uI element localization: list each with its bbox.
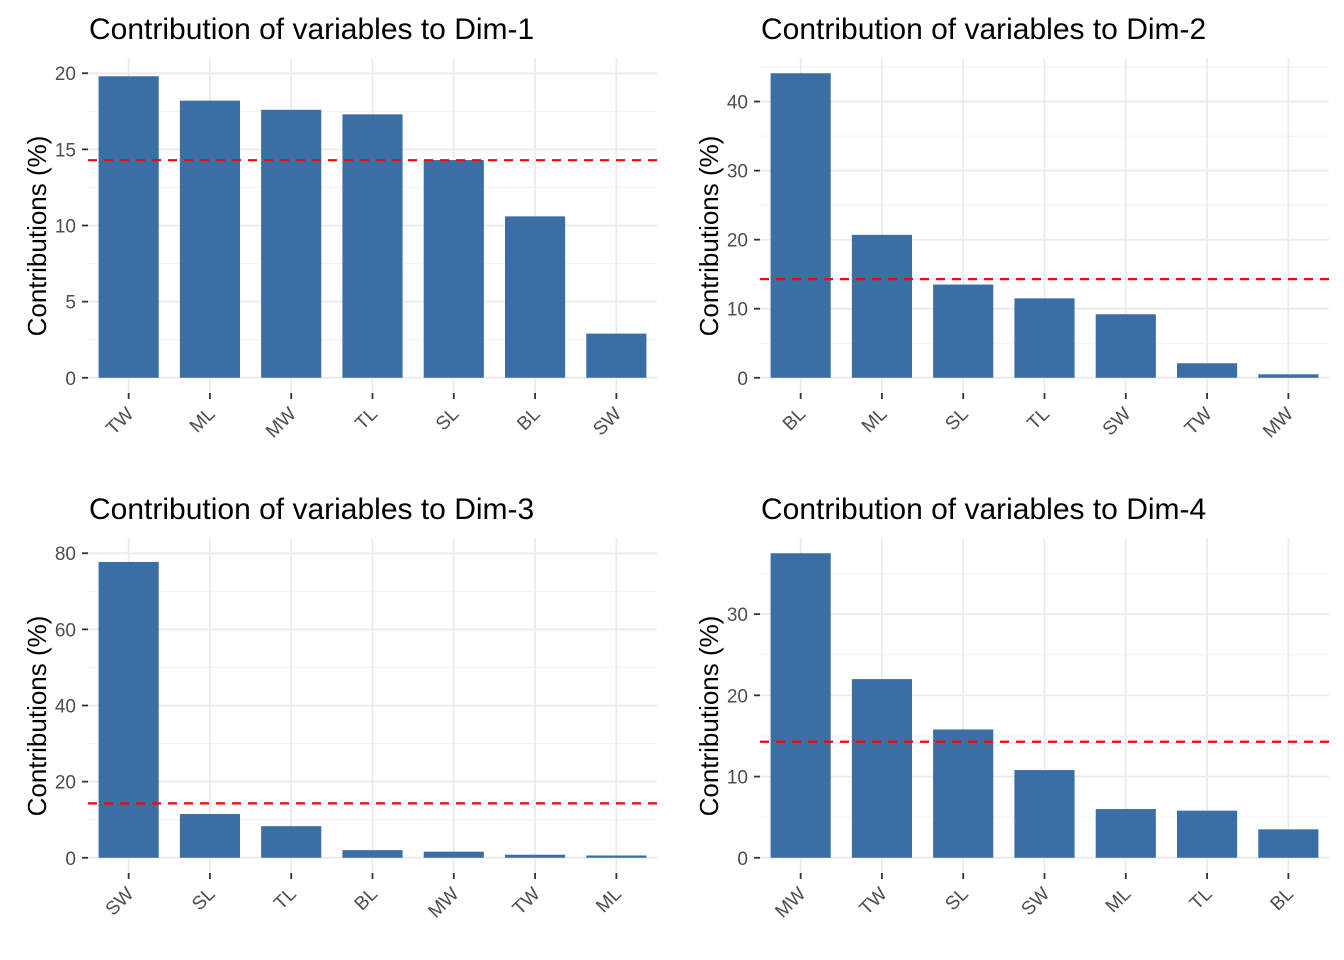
x-tick-label: SL <box>432 404 463 435</box>
chart-panel-dim-1: Contribution of variables to Dim-1 Contr… <box>0 0 672 480</box>
chart-title: Contribution of variables to Dim-3 <box>89 493 534 526</box>
bar <box>423 160 484 378</box>
bar <box>504 854 566 858</box>
bar <box>770 73 831 378</box>
y-tick-label: 20 <box>55 773 76 794</box>
y-tick-label: 20 <box>727 231 748 252</box>
bar <box>261 826 322 858</box>
y-axis-label: Contributions (%) <box>22 616 52 817</box>
x-tick-label: SL <box>188 884 219 915</box>
bar <box>1095 809 1156 858</box>
plot-area: 0 20 40 60 80 SW SL TL BL MW TW ML <box>55 538 657 922</box>
x-tick-label: TW <box>509 884 545 920</box>
bar <box>1014 298 1075 378</box>
y-tick-label: 40 <box>55 697 76 718</box>
x-tick-label: BL <box>351 884 382 915</box>
y-tick-label: 10 <box>55 217 76 238</box>
y-tick-label: 0 <box>737 849 748 870</box>
y-tick-label: 10 <box>727 300 748 321</box>
chart-title: Contribution of variables to Dim-2 <box>761 13 1206 46</box>
x-tick-label: TL <box>351 404 382 435</box>
y-tick-label: 30 <box>727 605 748 626</box>
plot-area: 0 10 20 30 MW TW SL SW ML TL BL <box>727 538 1329 922</box>
plot-area: 0 10 20 30 40 BL ML SL TL SW TW MW <box>727 58 1329 442</box>
chart-panel-dim-3: Contribution of variables to Dim-3 Contr… <box>0 480 672 960</box>
bar <box>261 109 322 378</box>
bar <box>1095 314 1156 378</box>
y-tick-label: 0 <box>65 369 76 390</box>
bar <box>1258 374 1319 378</box>
x-tick-label: SW <box>589 404 626 441</box>
y-tick-label: 30 <box>727 162 748 183</box>
bar <box>1258 829 1319 858</box>
x-tick-label: MW <box>262 404 301 443</box>
bar <box>1176 363 1238 378</box>
x-tick-label: SW <box>1099 404 1136 441</box>
bar <box>342 850 403 858</box>
chart-svg: Contribution of variables to Dim-2 Contr… <box>694 13 1329 442</box>
chart-title: Contribution of variables to Dim-4 <box>761 493 1206 526</box>
y-tick-label: 40 <box>727 93 748 114</box>
x-tick-label: SL <box>941 884 972 915</box>
x-tick-label: MW <box>1259 404 1298 443</box>
y-tick-label: 20 <box>727 686 748 707</box>
y-axis-label: Contributions (%) <box>694 616 724 817</box>
x-tick-label: TL <box>1186 884 1217 915</box>
y-tick-label: 0 <box>65 849 76 870</box>
x-tick-label: TL <box>270 884 301 915</box>
y-tick-label: 15 <box>55 140 76 161</box>
y-tick-label: 80 <box>55 544 76 565</box>
x-tick-label: ML <box>858 404 892 438</box>
x-tick-label: BL <box>779 404 810 435</box>
y-axis-label: Contributions (%) <box>694 136 724 337</box>
bar <box>179 813 241 858</box>
y-tick-label: 10 <box>727 768 748 789</box>
x-tick-label: ML <box>1102 884 1136 918</box>
x-tick-label: BL <box>1267 884 1298 915</box>
bar <box>851 234 913 378</box>
bar <box>423 851 484 858</box>
chart-panel-dim-2: Contribution of variables to Dim-2 Contr… <box>672 0 1344 480</box>
chart-svg: Contribution of variables to Dim-1 Contr… <box>22 13 657 442</box>
chart-svg: Contribution of variables to Dim-3 Contr… <box>22 493 657 922</box>
chart-panel-dim-4: Contribution of variables to Dim-4 Contr… <box>672 480 1344 960</box>
bar <box>933 284 994 378</box>
chart-svg: Contribution of variables to Dim-4 Contr… <box>694 493 1329 922</box>
y-tick-label: 0 <box>737 369 748 390</box>
x-tick-label: SL <box>941 404 972 435</box>
bar <box>586 333 647 378</box>
x-tick-label: TW <box>1181 404 1217 440</box>
x-tick-label: SW <box>102 884 139 921</box>
bar <box>586 855 647 858</box>
chart-title: Contribution of variables to Dim-1 <box>89 13 534 46</box>
bar <box>770 553 831 858</box>
bar <box>179 100 241 378</box>
x-tick-label: ML <box>186 404 220 438</box>
x-tick-label: MW <box>425 884 464 923</box>
x-tick-label: TL <box>1023 404 1054 435</box>
y-tick-label: 5 <box>65 293 76 314</box>
y-tick-label: 60 <box>55 620 76 641</box>
bar <box>933 729 994 858</box>
x-tick-label: SW <box>1018 884 1055 921</box>
x-tick-label: MW <box>771 884 810 923</box>
bar <box>98 561 159 858</box>
x-tick-label: ML <box>592 884 626 918</box>
bar <box>1176 810 1238 858</box>
bar <box>851 679 913 858</box>
plot-area: 0 5 10 15 20 TW ML MW TL SL BL SW <box>55 58 657 442</box>
y-tick-label: 20 <box>55 64 76 85</box>
bar <box>504 216 566 378</box>
y-axis-label: Contributions (%) <box>22 136 52 337</box>
x-tick-label: TW <box>102 404 138 440</box>
bar <box>98 76 159 378</box>
x-tick-label: BL <box>513 404 544 435</box>
bar <box>1014 770 1075 858</box>
bar <box>342 114 403 378</box>
x-tick-label: TW <box>856 884 892 920</box>
